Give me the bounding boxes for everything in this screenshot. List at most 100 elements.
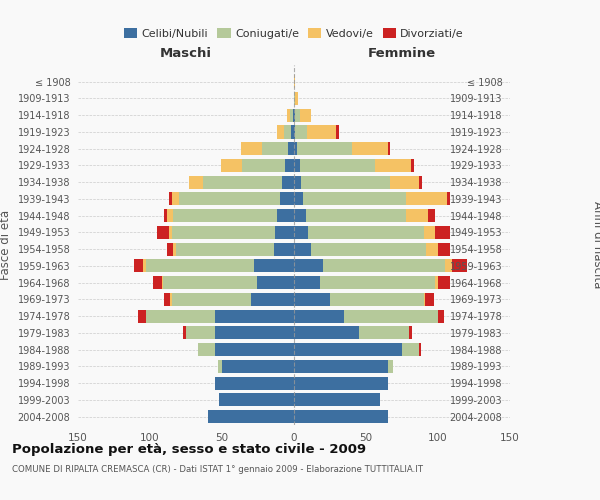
Text: Maschi: Maschi [160,47,212,60]
Bar [424,293,425,306]
Bar [153,276,161,289]
Bar [374,159,410,172]
Bar [294,92,295,105]
Bar [295,92,298,105]
Bar [294,276,320,289]
Bar [336,126,338,138]
Bar [294,126,295,138]
Bar [169,192,172,205]
Bar [294,343,402,356]
Text: Anni di nascita: Anni di nascita [590,202,600,288]
Bar [172,192,179,205]
Bar [295,108,300,122]
Bar [302,192,406,205]
Bar [283,176,294,188]
Bar [344,310,438,322]
Bar [284,126,291,138]
Bar [172,226,275,239]
Bar [359,326,409,340]
Bar [330,293,424,306]
Bar [301,176,391,188]
Bar [186,326,215,340]
Bar [257,276,294,289]
Bar [254,260,294,272]
Bar [274,242,294,256]
Bar [167,242,173,256]
Bar [294,410,388,423]
Bar [169,226,172,239]
Bar [251,293,294,306]
Bar [311,242,427,256]
Bar [143,260,146,272]
Bar [262,142,288,156]
Bar [215,326,294,340]
Bar [290,108,293,122]
Bar [293,108,294,122]
Bar [173,209,277,222]
Bar [294,394,380,406]
Bar [438,242,449,256]
Bar [275,226,294,239]
Bar [307,126,336,138]
Bar [208,410,294,423]
Bar [294,242,311,256]
Bar [164,209,167,222]
Bar [294,360,388,373]
Bar [452,260,467,272]
Bar [242,159,286,172]
Bar [323,260,445,272]
Bar [280,192,294,205]
Bar [294,260,323,272]
Bar [425,293,434,306]
Bar [287,108,290,122]
Bar [294,293,330,306]
Bar [402,343,419,356]
Bar [215,310,294,322]
Bar [163,276,257,289]
Bar [446,192,449,205]
Bar [222,360,294,373]
Bar [410,159,413,172]
Bar [179,192,280,205]
Bar [139,310,146,322]
Legend: Celibi/Nubili, Coniugati/e, Vedovi/e, Divorziati/e: Celibi/Nubili, Coniugati/e, Vedovi/e, Di… [119,24,469,44]
Bar [419,343,421,356]
Bar [286,159,294,172]
Bar [300,108,311,122]
Text: Popolazione per età, sesso e stato civile - 2009: Popolazione per età, sesso e stato civil… [12,442,366,456]
Bar [277,209,294,222]
Bar [320,276,435,289]
Bar [438,310,444,322]
Text: COMUNE DI RIPALTA CREMASCA (CR) - Dati ISTAT 1° gennaio 2009 - Elaborazione TUTT: COMUNE DI RIPALTA CREMASCA (CR) - Dati I… [12,466,423,474]
Bar [146,260,254,272]
Bar [134,260,143,272]
Bar [294,159,300,172]
Bar [167,209,173,222]
Bar [294,75,295,88]
Bar [157,226,169,239]
Bar [215,343,294,356]
Bar [427,242,438,256]
Bar [203,176,283,188]
Bar [294,226,308,239]
Bar [294,326,359,340]
Bar [388,360,394,373]
Bar [424,226,435,239]
Bar [428,209,435,222]
Bar [176,242,274,256]
Y-axis label: Fasce di età: Fasce di età [0,210,12,280]
Bar [294,142,297,156]
Bar [197,343,215,356]
Bar [419,176,422,188]
Bar [294,176,301,188]
Bar [294,310,344,322]
Bar [277,126,284,138]
Bar [295,126,307,138]
Bar [297,142,352,156]
Bar [294,108,295,122]
Bar [218,360,222,373]
Bar [305,209,406,222]
Bar [445,260,452,272]
Bar [391,176,419,188]
Bar [388,142,391,156]
